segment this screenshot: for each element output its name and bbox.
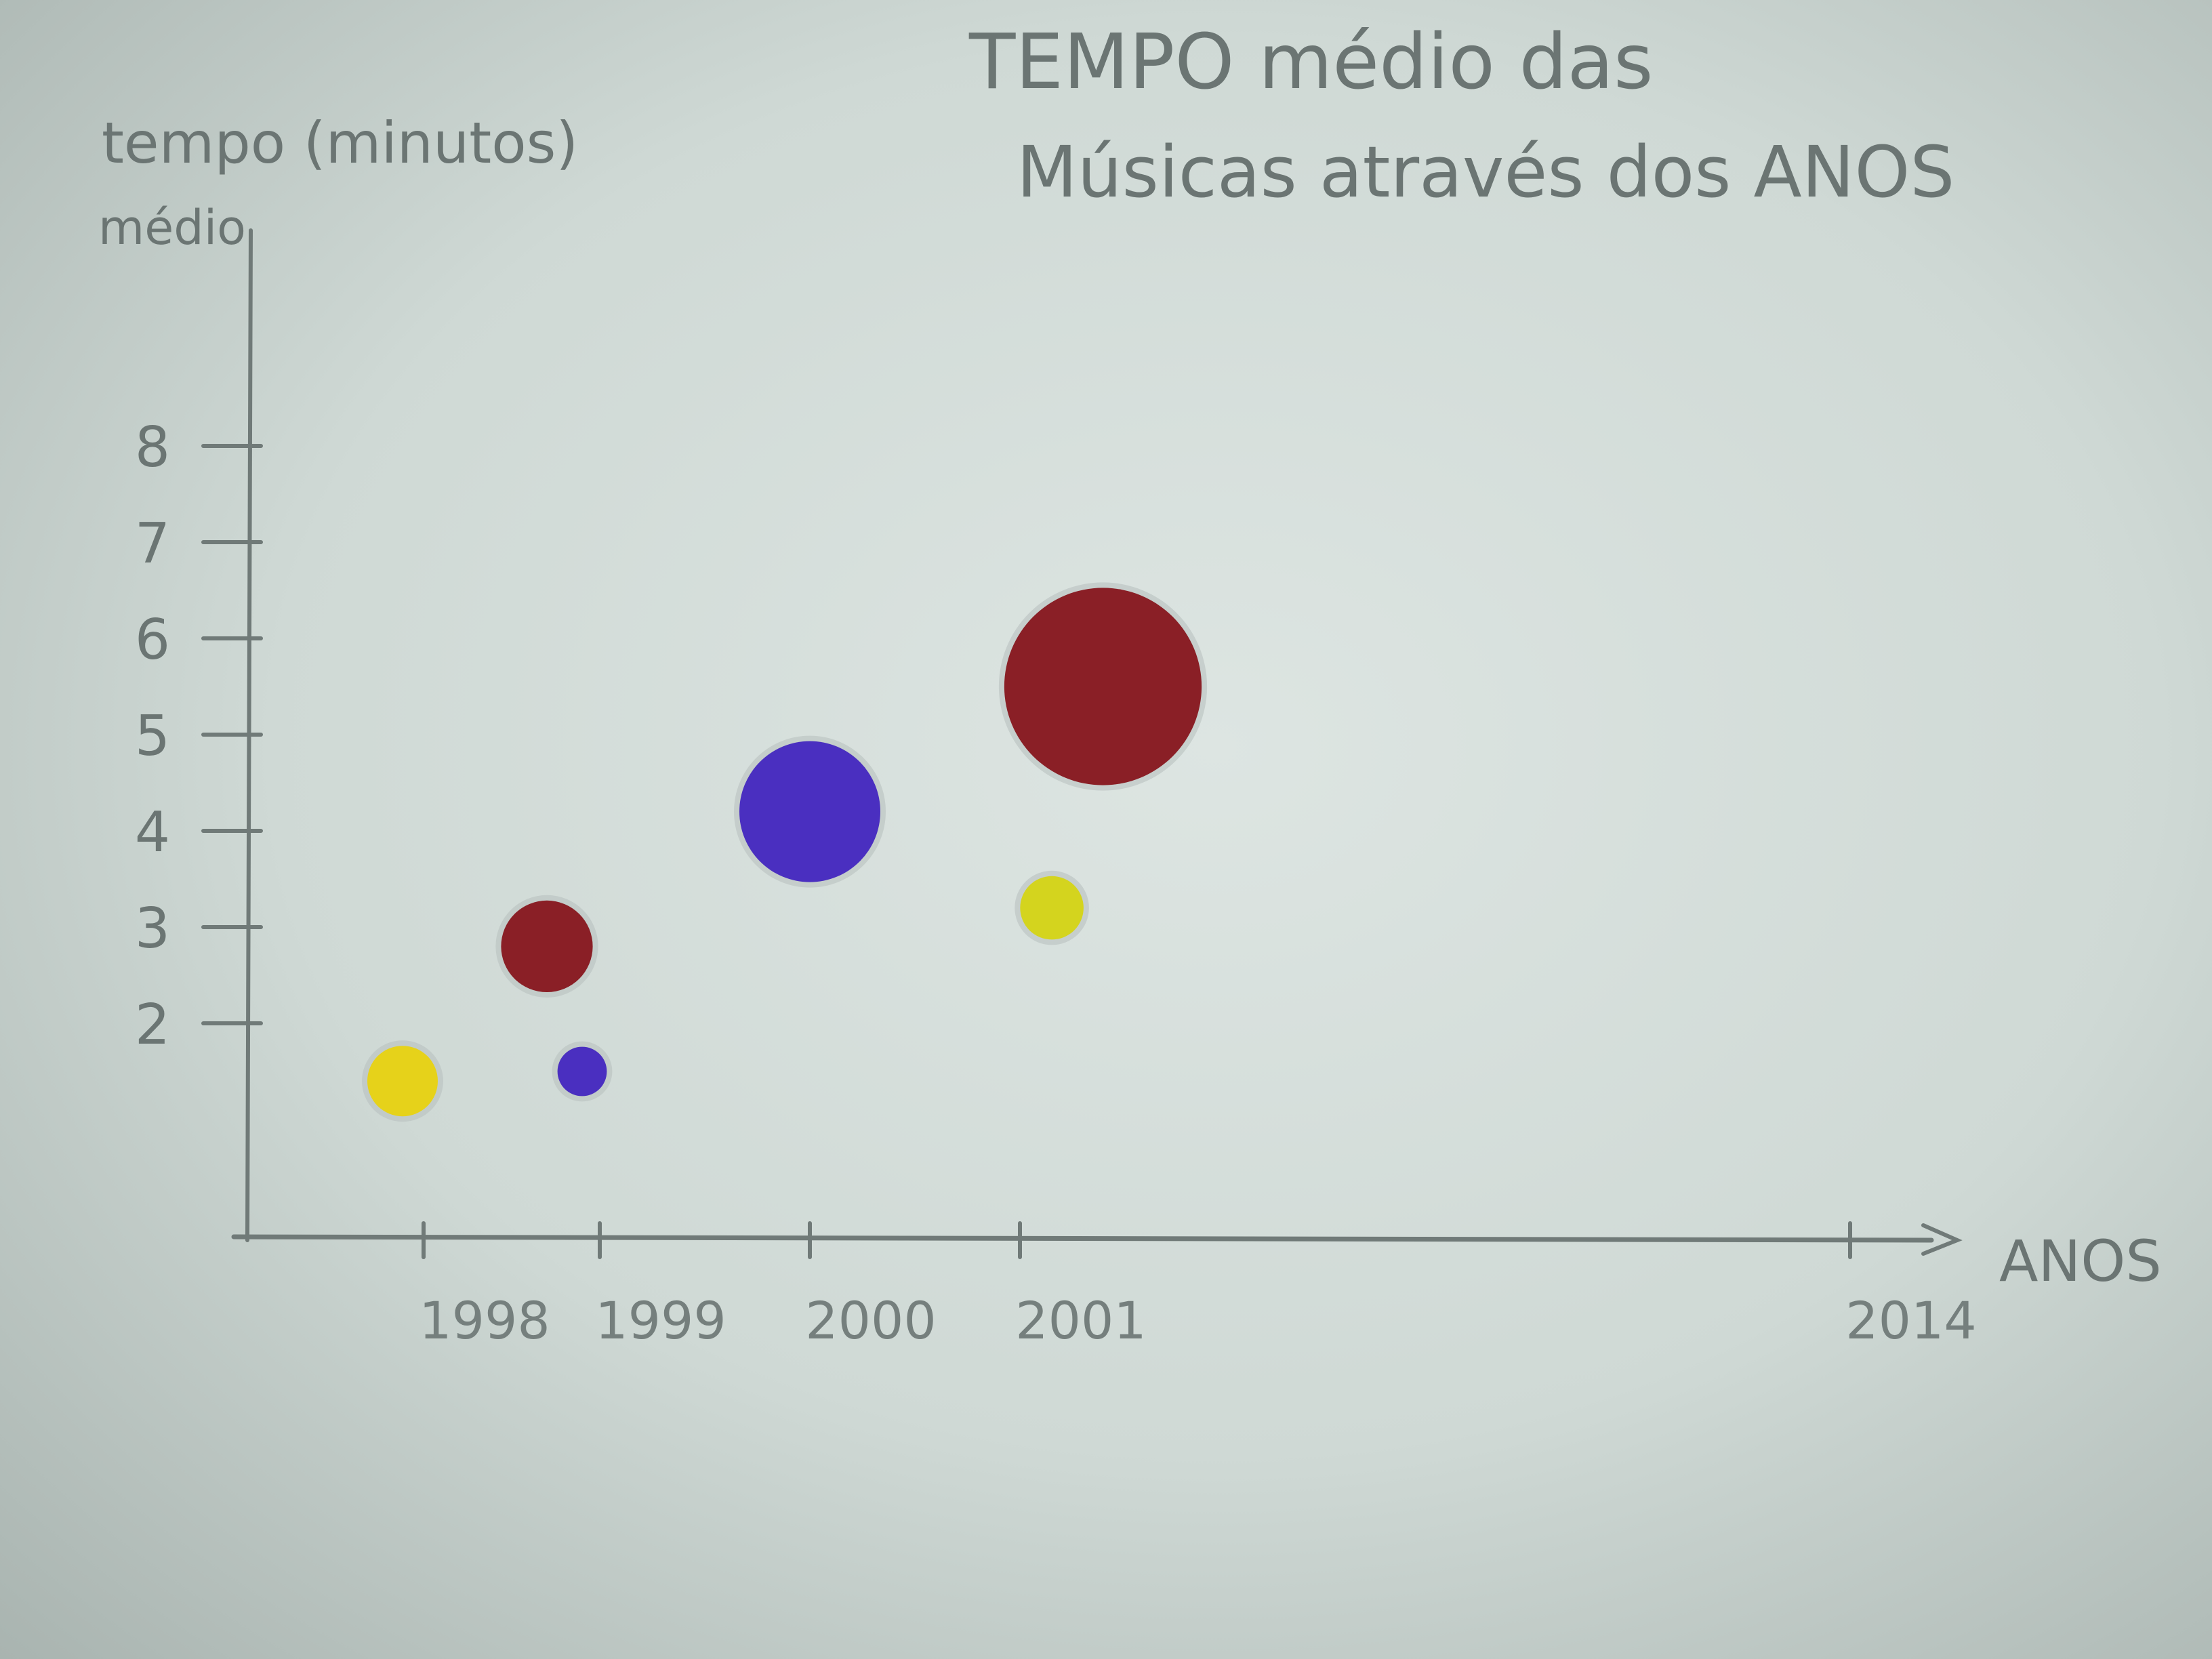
data-points bbox=[362, 582, 1208, 1122]
data-point bbox=[739, 741, 880, 882]
y-tick-label: 2 bbox=[135, 993, 170, 1057]
x-axis-ticks: 1998 1999 2000 2001 2014 bbox=[419, 1221, 1977, 1351]
y-tick-label: 5 bbox=[135, 704, 170, 769]
y-axis-label-line-1: tempo (minutos) bbox=[102, 110, 578, 176]
x-tick-label: 1999 bbox=[595, 1290, 726, 1351]
data-point bbox=[1004, 588, 1202, 785]
y-tick-label: 6 bbox=[135, 608, 170, 672]
y-axis-ticks: 2 3 4 5 6 7 8 bbox=[135, 415, 263, 1057]
x-tick-label: 1998 bbox=[419, 1290, 550, 1351]
x-axis-line bbox=[231, 1234, 1934, 1243]
x-axis-label: ANOS bbox=[1999, 1228, 2162, 1294]
chart-title-line-1: TEMPO médio das bbox=[968, 18, 1654, 106]
y-tick-label: 3 bbox=[135, 897, 170, 961]
y-tick-label: 8 bbox=[135, 415, 170, 480]
chart-title-line-2: Músicas através dos ANOS bbox=[1017, 131, 1954, 213]
data-point bbox=[557, 1046, 607, 1097]
y-tick-label: 4 bbox=[135, 800, 170, 865]
data-point bbox=[1020, 876, 1084, 940]
data-point bbox=[367, 1046, 438, 1117]
x-tick-label: 2001 bbox=[1015, 1290, 1146, 1351]
x-axis-arrowhead bbox=[1921, 1223, 1963, 1256]
y-tick-label: 7 bbox=[135, 512, 170, 576]
x-tick-label: 2014 bbox=[1845, 1290, 1976, 1351]
y-axis-label-line-2: médio bbox=[98, 200, 246, 255]
data-point bbox=[501, 900, 593, 992]
x-tick-label: 2000 bbox=[805, 1290, 936, 1351]
